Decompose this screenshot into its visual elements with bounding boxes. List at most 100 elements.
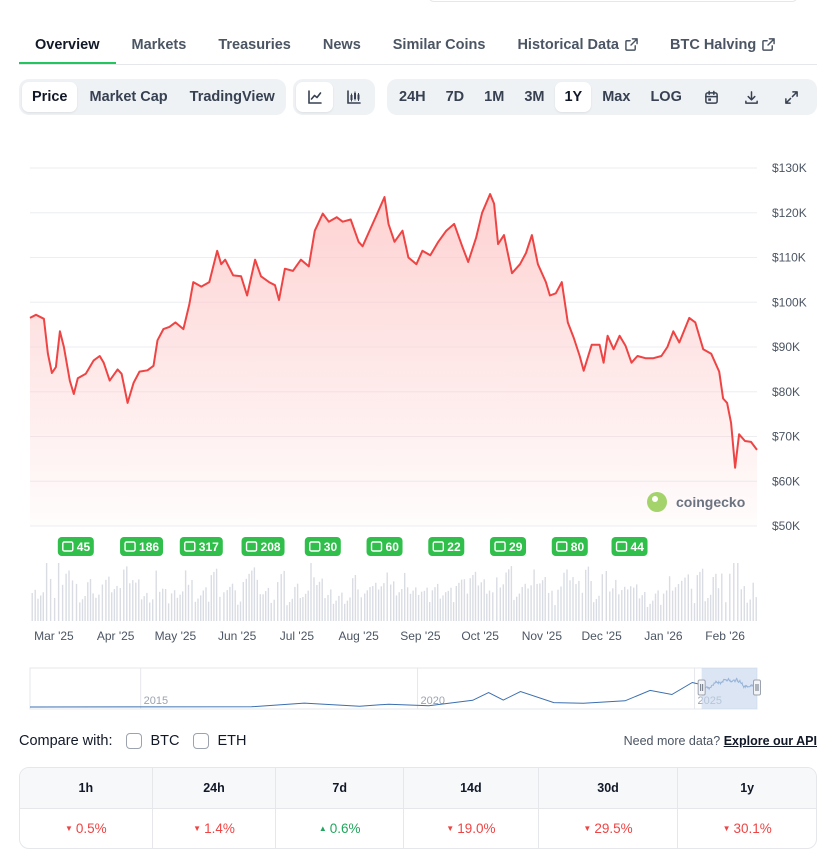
price-line (29, 193, 758, 469)
volume-bar (89, 579, 92, 621)
volume-bar (749, 599, 751, 621)
volume-bar (598, 595, 600, 621)
tab-btc-halving[interactable]: BTC Halving (654, 26, 791, 64)
volume-bar (113, 589, 116, 621)
volume-bar (53, 597, 56, 621)
volume-bar (219, 596, 221, 621)
volume-bar (755, 597, 757, 621)
tab-label: Markets (131, 37, 187, 53)
price-change-value: ▼ 0.5% (20, 809, 152, 848)
volume-bar (541, 580, 544, 621)
volume-bar (286, 605, 288, 621)
volume-bar (516, 596, 518, 621)
volume-bar (554, 605, 556, 621)
news-annotation-badge[interactable]: 22 (428, 537, 465, 556)
volume-bar (159, 591, 161, 621)
y-tick-label: $80K (772, 385, 800, 399)
price-chart[interactable]: $130K $120K $110K $100K $90K $80K $70K $60K $50K… (0, 130, 830, 710)
candlestick-button[interactable] (335, 82, 372, 112)
volume-bar (684, 577, 686, 621)
volume-bar (530, 585, 532, 621)
x-tick-label: Jun '25 (218, 629, 257, 643)
volume-bar (176, 597, 179, 621)
tab-treasuries[interactable]: Treasuries (202, 26, 307, 64)
tab-news[interactable]: News (307, 26, 377, 64)
volume-bar (270, 602, 272, 621)
tab-label: Historical Data (517, 37, 619, 53)
compare-eth-checkbox[interactable] (193, 733, 210, 749)
volume-bar (105, 579, 107, 621)
news-icon (309, 541, 321, 552)
news-annotation-badge[interactable]: 29 (490, 537, 527, 556)
tab-label: Overview (35, 37, 100, 53)
volume-bar (434, 587, 436, 621)
range-7d-button[interactable]: 7D (445, 89, 465, 105)
navigator-selection[interactable] (701, 668, 757, 709)
price-change-table: 1h ▼ 0.5% 24h ▼ 1.4% 7d ▲ 0.6% 14d ▼ 19.0% 30d ▼ 29.5%… (19, 767, 817, 849)
price-change-period: 14d (404, 768, 538, 809)
news-annotation-badge[interactable]: 317 (179, 537, 223, 556)
line-chart-button[interactable] (296, 82, 333, 112)
news-annotation-badge[interactable]: 80 (551, 537, 588, 556)
tab-historical-data[interactable]: Historical Data (501, 26, 654, 64)
volume-bar (725, 602, 727, 621)
volume-bar (191, 579, 193, 621)
volume-bar (187, 584, 190, 621)
line-chart-icon (307, 89, 323, 105)
volume-bar (354, 575, 357, 621)
range-log-button[interactable]: LOG (650, 89, 682, 105)
caret-down-icon: ▼ (446, 824, 455, 833)
range-1y-button[interactable]: 1Y (555, 82, 592, 112)
volume-bar (135, 582, 137, 621)
range-1m-button[interactable]: 1M (484, 89, 505, 105)
volume-bar (709, 594, 712, 621)
volume-bar (349, 597, 351, 621)
fullscreen-button[interactable] (773, 82, 811, 112)
price-change-text: 1.4% (204, 821, 235, 836)
volume-bar (544, 577, 546, 621)
volume-bar (513, 599, 515, 621)
range-24h-button[interactable]: 24H (399, 89, 426, 105)
volume-bar (668, 576, 671, 621)
range-max-button[interactable]: Max (602, 89, 631, 105)
tab-markets[interactable]: Markets (116, 26, 203, 64)
metric-market-cap-button[interactable]: Market Cap (89, 89, 168, 105)
metric-tradingview-button[interactable]: TradingView (189, 89, 275, 105)
x-tick-label: Sep '25 (400, 629, 441, 643)
volume-bar (717, 588, 720, 621)
navigator-right-handle[interactable] (753, 679, 761, 696)
news-annotation-badge[interactable]: 44 (611, 537, 648, 556)
volume-bar (633, 587, 635, 621)
price-change-text: 29.5% (594, 821, 633, 836)
compare-btc-checkbox[interactable] (126, 733, 143, 749)
news-annotation-badge[interactable]: 30 (304, 537, 341, 556)
volume-bar (291, 598, 293, 621)
range-3m-button[interactable]: 3M (524, 89, 545, 105)
price-change-text: 0.5% (75, 821, 107, 836)
y-tick-label: $50K (772, 519, 800, 533)
range-navigator[interactable]: 201520202025 (29, 667, 761, 710)
news-annotation-badge[interactable]: 208 (241, 537, 285, 556)
news-annotation-badge[interactable]: 186 (120, 537, 164, 556)
explore-api-link[interactable]: Explore our API (723, 734, 817, 748)
volume-bar (406, 587, 409, 621)
calendar-button[interactable] (693, 82, 731, 112)
metric-price-button[interactable]: Price (22, 82, 78, 112)
news-annotation-badge[interactable]: 60 (366, 537, 403, 556)
download-button[interactable] (733, 82, 771, 112)
volume-bar (460, 579, 463, 621)
volume-bar (690, 588, 693, 621)
navigator-left-handle[interactable] (697, 679, 706, 696)
tab-similar-coins[interactable]: Similar Coins (377, 26, 502, 64)
badge-count: 80 (571, 540, 585, 554)
volume-bar (338, 595, 340, 621)
volume-bar (646, 607, 649, 621)
y-tick-label: $60K (772, 474, 800, 488)
volume-bar (442, 595, 444, 621)
volume-bar (593, 602, 595, 621)
x-tick-label: Jan '26 (644, 629, 683, 643)
volume-bar (259, 594, 261, 621)
tab-overview[interactable]: Overview (19, 26, 116, 64)
volume-bar (213, 571, 215, 621)
news-annotation-badge[interactable]: 45 (57, 537, 94, 556)
